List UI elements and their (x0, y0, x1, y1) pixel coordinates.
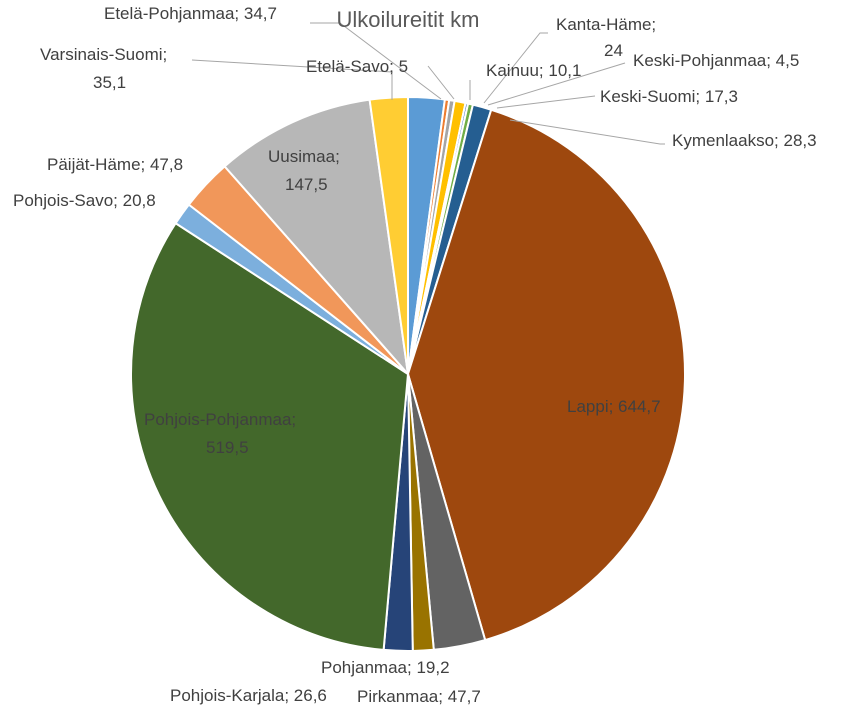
leader-lines (191, 22, 665, 145)
leader-line-keski-suomi (496, 95, 596, 109)
leader-line-etela-savo (427, 65, 455, 100)
pie-slice-lappi (406, 108, 686, 642)
data-label-uusimaa: Uusimaa; (268, 147, 340, 166)
data-label-etela-pohjanmaa: Etelä-Pohjanmaa; 34,7 (104, 4, 277, 23)
data-label-uusimaa-value: 147,5 (285, 175, 328, 194)
leader-line-varsinais-suomi (191, 59, 393, 100)
data-label-pohjois-pohjanmaa-value: 519,5 (206, 438, 249, 457)
leader-line-kymenlaakso (509, 119, 665, 145)
leader-line-keski-pohjanmaa (487, 62, 626, 106)
data-label-pohjois-savo: Pohjois-Savo; 20,8 (13, 191, 156, 210)
pie-slices (130, 95, 686, 652)
data-label-etela-savo: Etelä-Savo; 5 (306, 57, 408, 76)
pie-slice-uusimaa (223, 98, 410, 378)
pie-slice-varsinais-suomi (368, 95, 409, 375)
data-label-varsinais-suomi-value: 35,1 (93, 73, 126, 92)
leader-line-kanta-hame (483, 32, 548, 104)
leader-line-etela-pohjanmaa (310, 22, 442, 100)
data-label-pohjois-karjala: Pohjois-Karjala; 26,6 (170, 686, 327, 705)
data-label-paijat-hame: Päijät-Häme; 47,8 (47, 155, 183, 174)
data-label-pirkanmaa: Pirkanmaa; 47,7 (357, 687, 481, 706)
data-label-kymenlaakso: Kymenlaakso; 28,3 (672, 131, 817, 150)
data-label-pohjanmaa: Pohjanmaa; 19,2 (321, 658, 450, 677)
data-label-varsinais-suomi: Varsinais-Suomi; (40, 45, 167, 64)
data-label-keski-suomi: Keski-Suomi; 17,3 (600, 87, 738, 106)
data-label-pohjois-pohjanmaa: Pohjois-Pohjanmaa; (144, 410, 296, 429)
data-label-keski-pohjanmaa: Keski-Pohjanmaa; 4,5 (633, 51, 799, 70)
data-label-lappi: Lappi; 644,7 (567, 397, 661, 416)
data-labels: Ulkoilureitit km Etelä-Pohjanmaa; 34,7 K… (13, 4, 817, 706)
chart-title: Ulkoilureitit km (336, 7, 479, 32)
data-label-kanta-hame: Kanta-Häme; (556, 15, 656, 34)
data-label-kainuu: Kainuu; 10,1 (486, 61, 581, 80)
data-label-kanta-hame-value: 24 (604, 41, 623, 60)
